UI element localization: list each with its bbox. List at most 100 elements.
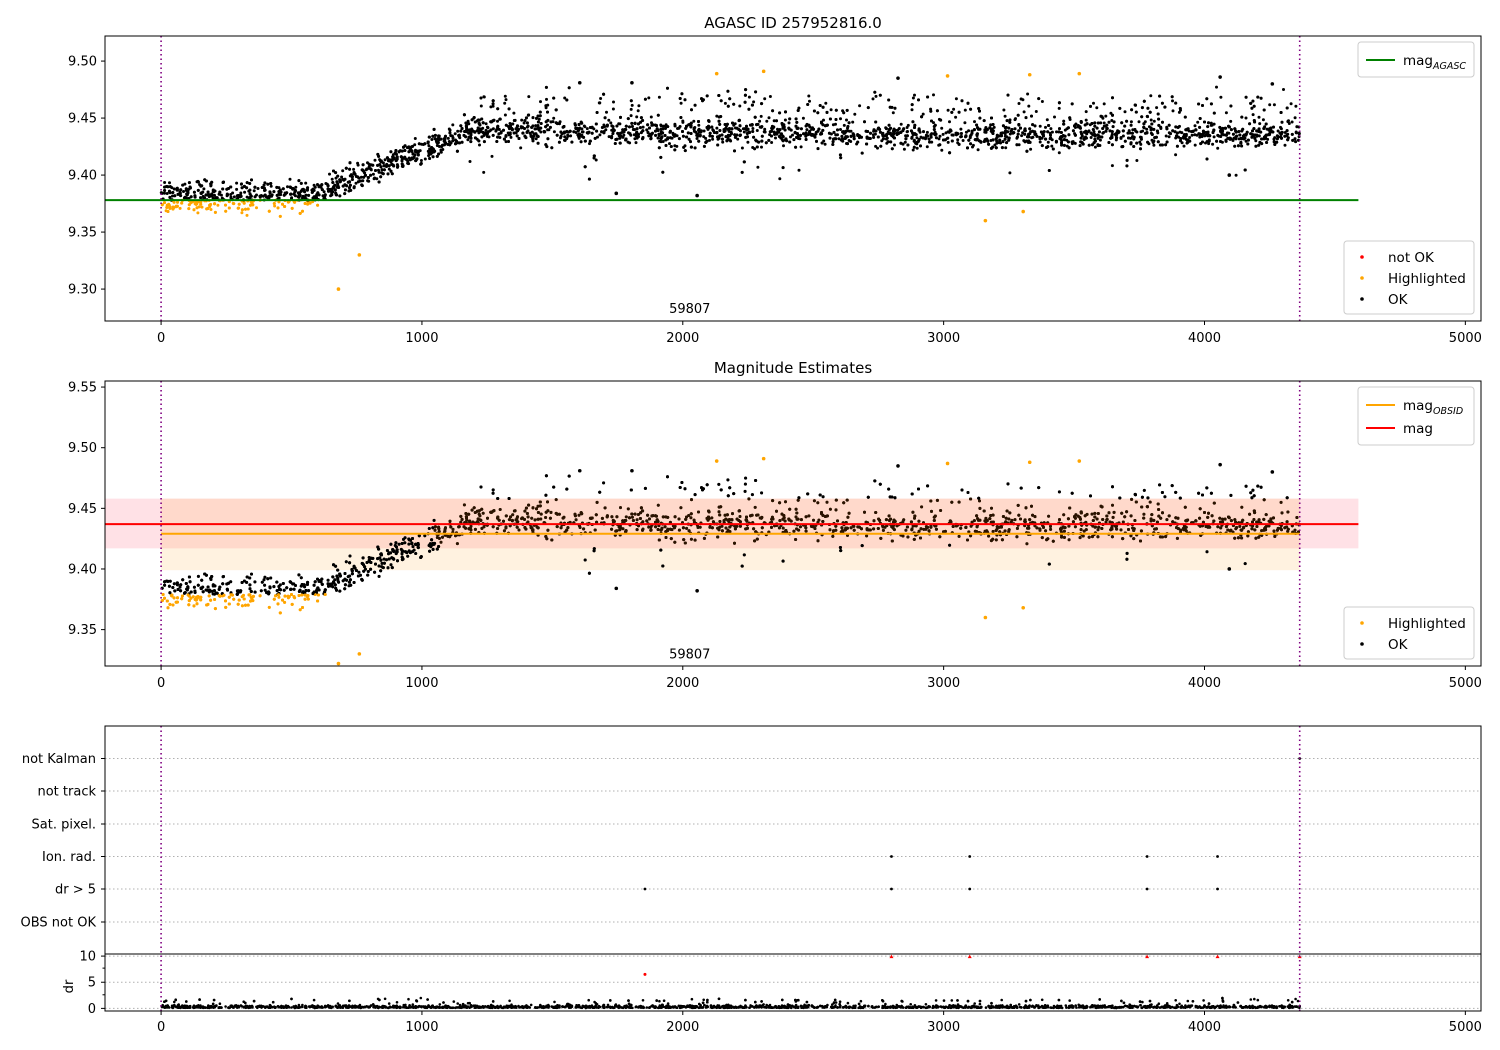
ok-point (897, 131, 901, 135)
ok-point (451, 139, 455, 143)
ok-point (1102, 121, 1106, 125)
ok-point (1146, 115, 1149, 119)
ok-point (536, 135, 540, 138)
ok-point (794, 117, 798, 121)
ok-point (1067, 146, 1071, 150)
ok-point (522, 121, 526, 125)
ok-point (306, 186, 310, 190)
panel-agasc: AGASC ID 257952816.09.309.359.409.459.50… (68, 14, 1482, 346)
ok-point (168, 181, 171, 185)
ok-point (225, 187, 229, 191)
ok-point (651, 123, 655, 127)
ok-point (856, 134, 860, 137)
highlighted-point (1077, 71, 1082, 76)
ok-point (1227, 173, 1232, 177)
y-tick-label: 9.35 (68, 226, 97, 241)
ok-point (836, 128, 839, 132)
ok-point (812, 127, 815, 131)
ok-point (386, 172, 390, 176)
ok-point (239, 182, 243, 186)
ok-point (1010, 128, 1014, 131)
ok-point (787, 126, 791, 130)
highlighted-point (178, 206, 182, 210)
ok-point (519, 146, 523, 150)
ok-point (1114, 138, 1118, 142)
ok-point (694, 130, 698, 134)
ok-point (508, 122, 512, 125)
ok-point (952, 107, 956, 111)
ok-point (940, 148, 944, 152)
ok-point (913, 126, 916, 129)
highlighted-point (171, 207, 175, 211)
ok-point (622, 130, 626, 134)
ok-point (1240, 129, 1244, 133)
ok-point (656, 113, 660, 117)
ok-point (939, 118, 943, 122)
ok-point (343, 188, 347, 192)
ok-point (595, 111, 599, 114)
ok-point (1244, 95, 1248, 99)
ok-point (846, 142, 849, 146)
ok-point (1129, 120, 1133, 124)
ok-point (889, 140, 893, 144)
ok-point (1180, 141, 1184, 145)
ok-point (1205, 157, 1209, 161)
ok-point (655, 124, 658, 128)
ok-point (1121, 145, 1125, 148)
ok-point (615, 124, 619, 128)
ok-point (360, 168, 364, 172)
ok-point (1146, 140, 1150, 144)
highlighted-point (290, 206, 294, 210)
ok-point (1279, 132, 1283, 136)
ok-point (1020, 134, 1024, 138)
ok-point (619, 115, 622, 119)
ok-point (818, 104, 822, 107)
ok-point (433, 133, 437, 137)
ok-point (820, 132, 824, 136)
ok-point (641, 129, 645, 133)
ok-point (845, 118, 848, 122)
ok-point (636, 122, 640, 126)
ok-point (1190, 133, 1194, 137)
ok-point (851, 120, 855, 124)
ok-point (677, 126, 681, 130)
ok-point (1174, 125, 1178, 129)
ok-point (462, 133, 466, 137)
ok-point (439, 150, 443, 154)
ok-point (1226, 136, 1230, 140)
ok-point (1179, 137, 1183, 140)
ok-point (628, 132, 632, 136)
ok-point (842, 111, 846, 115)
ok-point (565, 137, 569, 141)
ok-point (432, 127, 436, 131)
ok-point (973, 120, 976, 124)
y-tick-label: 9.50 (68, 441, 97, 456)
ok-point (896, 76, 900, 80)
ok-point (1221, 129, 1225, 133)
ok-point (1182, 144, 1186, 148)
ok-point (920, 115, 924, 119)
x-tick-label: 4000 (1188, 331, 1221, 346)
ok-point (1110, 143, 1114, 147)
ok-point (1044, 137, 1048, 141)
ok-point (1183, 115, 1187, 119)
ok-point (512, 119, 516, 122)
ok-point (1165, 140, 1169, 144)
ok-point (1275, 140, 1279, 144)
ok-point (745, 132, 749, 135)
ok-point (1279, 125, 1282, 129)
ok-point (1290, 132, 1294, 136)
ok-point (888, 105, 892, 109)
ok-point (718, 122, 722, 126)
ok-point (583, 165, 587, 169)
ok-point (1229, 119, 1233, 123)
ok-point (772, 119, 776, 123)
ok-point (531, 139, 535, 143)
ok-point (1257, 127, 1261, 131)
ok-point (1208, 134, 1212, 138)
ok-point (801, 116, 805, 120)
ok-point (937, 137, 941, 141)
ok-point (654, 133, 658, 137)
ok-point (1156, 112, 1160, 116)
ok-point (196, 180, 200, 184)
